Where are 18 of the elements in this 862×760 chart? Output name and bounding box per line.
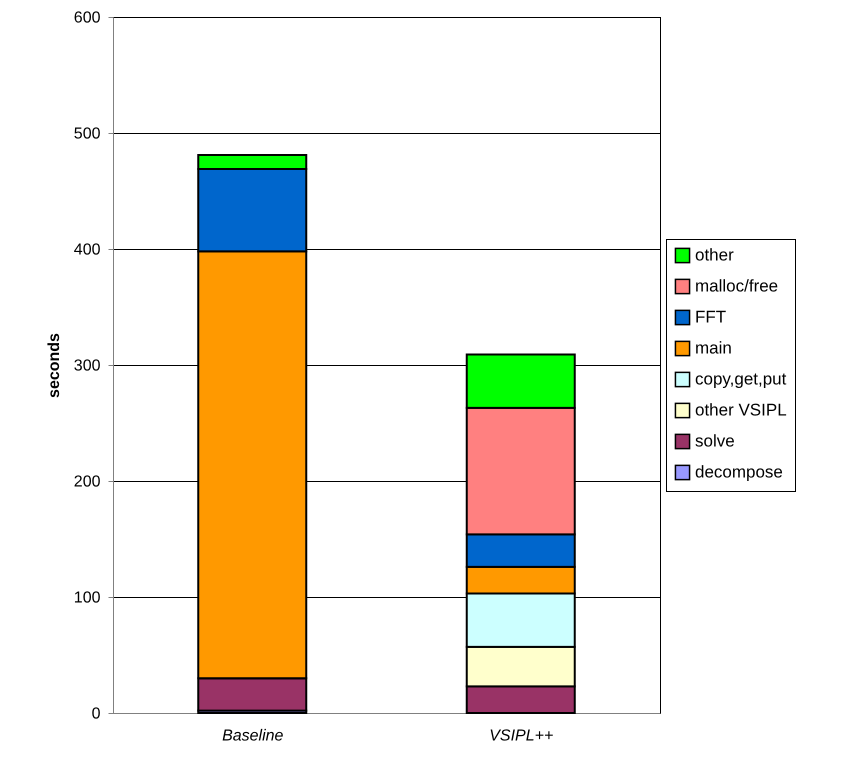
x-tick-label: Baseline xyxy=(222,728,284,744)
y-tick-label: 600 xyxy=(74,10,101,26)
y-tick-label: 300 xyxy=(74,358,101,374)
legend-label: solve xyxy=(695,432,735,450)
x-tick-label: VSIPL++ xyxy=(489,728,554,744)
y-tick-label: 200 xyxy=(74,474,101,490)
y-tick-label: 500 xyxy=(74,126,101,142)
legend-label: main xyxy=(695,338,732,358)
y-tick-label: 400 xyxy=(74,242,101,258)
legend-label: FFT xyxy=(695,308,726,326)
legend-label: other xyxy=(695,246,734,264)
legend-label: decompose xyxy=(695,462,783,482)
y-axis-title: seconds xyxy=(46,332,63,398)
y-tick-label: 0 xyxy=(92,706,101,722)
legend-label: malloc/free xyxy=(695,276,778,296)
legend-label: copy,get,put xyxy=(695,370,787,388)
legend-label: other VSIPL xyxy=(695,400,787,420)
y-tick-label: 100 xyxy=(74,590,101,606)
